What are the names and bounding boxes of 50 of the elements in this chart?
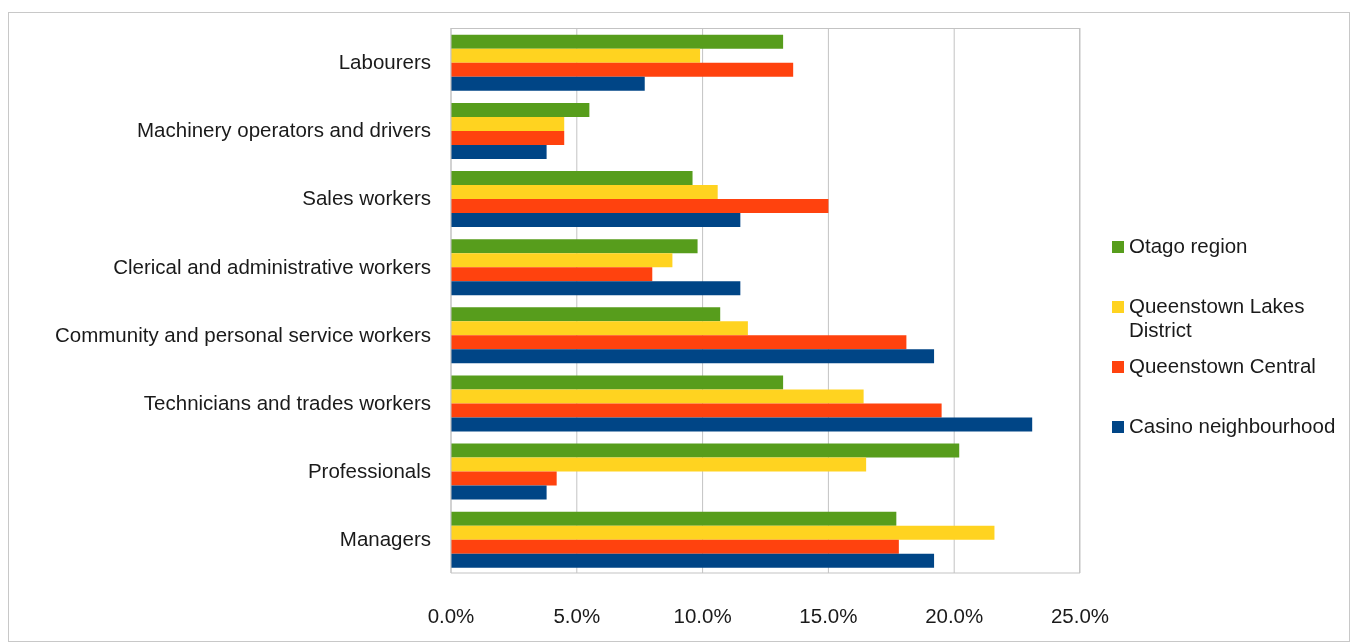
- bar: [451, 443, 960, 458]
- bar: [451, 389, 864, 404]
- bar: [451, 185, 718, 200]
- legend-label: Queenstown Lakes District: [1129, 294, 1305, 341]
- bar: [451, 213, 741, 228]
- legend-label: Queenstown Central: [1129, 354, 1316, 377]
- bar: [451, 239, 698, 254]
- bar: [451, 349, 935, 364]
- bar: [451, 76, 645, 91]
- bar: [451, 417, 1033, 432]
- bar: [451, 267, 653, 282]
- legend-label: Otago region: [1129, 234, 1248, 257]
- bar: [451, 253, 673, 268]
- bar: [451, 144, 547, 159]
- legend-label: Casino neighbourhood: [1129, 414, 1336, 437]
- bar: [451, 485, 547, 500]
- y-tick-label: Machinery operators and drivers: [137, 118, 431, 142]
- y-tick-label: Clerical and administrative workers: [113, 254, 431, 278]
- bar: [451, 553, 935, 568]
- x-tick-label: 15.0%: [799, 603, 858, 627]
- bar: [451, 403, 942, 418]
- y-tick-label: Technicians and trades workers: [143, 390, 431, 414]
- bar: [451, 171, 693, 186]
- bar: [451, 281, 741, 296]
- y-tick-label: Sales workers: [302, 186, 431, 210]
- bar: [451, 321, 748, 336]
- bar: [451, 48, 701, 63]
- bar: [451, 307, 721, 322]
- x-tick-label: 20.0%: [925, 603, 984, 627]
- bar: [451, 116, 565, 131]
- y-tick-label: Professionals: [307, 458, 431, 482]
- bar: [451, 130, 565, 145]
- x-tick-label: 5.0%: [553, 603, 601, 627]
- bar: [451, 471, 557, 486]
- bar: [451, 539, 899, 554]
- y-tick-label: Community and personal service workers: [55, 322, 431, 346]
- x-tick-label: 25.0%: [1050, 603, 1110, 627]
- bar: [451, 199, 829, 214]
- bar: [451, 457, 867, 472]
- bar: [451, 511, 897, 526]
- y-tick-label: Labourers: [338, 50, 431, 74]
- bar: [451, 34, 784, 49]
- bar: [451, 525, 995, 540]
- bar: [451, 335, 907, 350]
- bar: [451, 62, 794, 77]
- y-tick-label: Managers: [339, 527, 431, 551]
- bar: [451, 375, 784, 390]
- x-tick-label: 0.0%: [427, 603, 475, 627]
- x-tick-label: 10.0%: [673, 603, 732, 627]
- bar: [451, 102, 590, 117]
